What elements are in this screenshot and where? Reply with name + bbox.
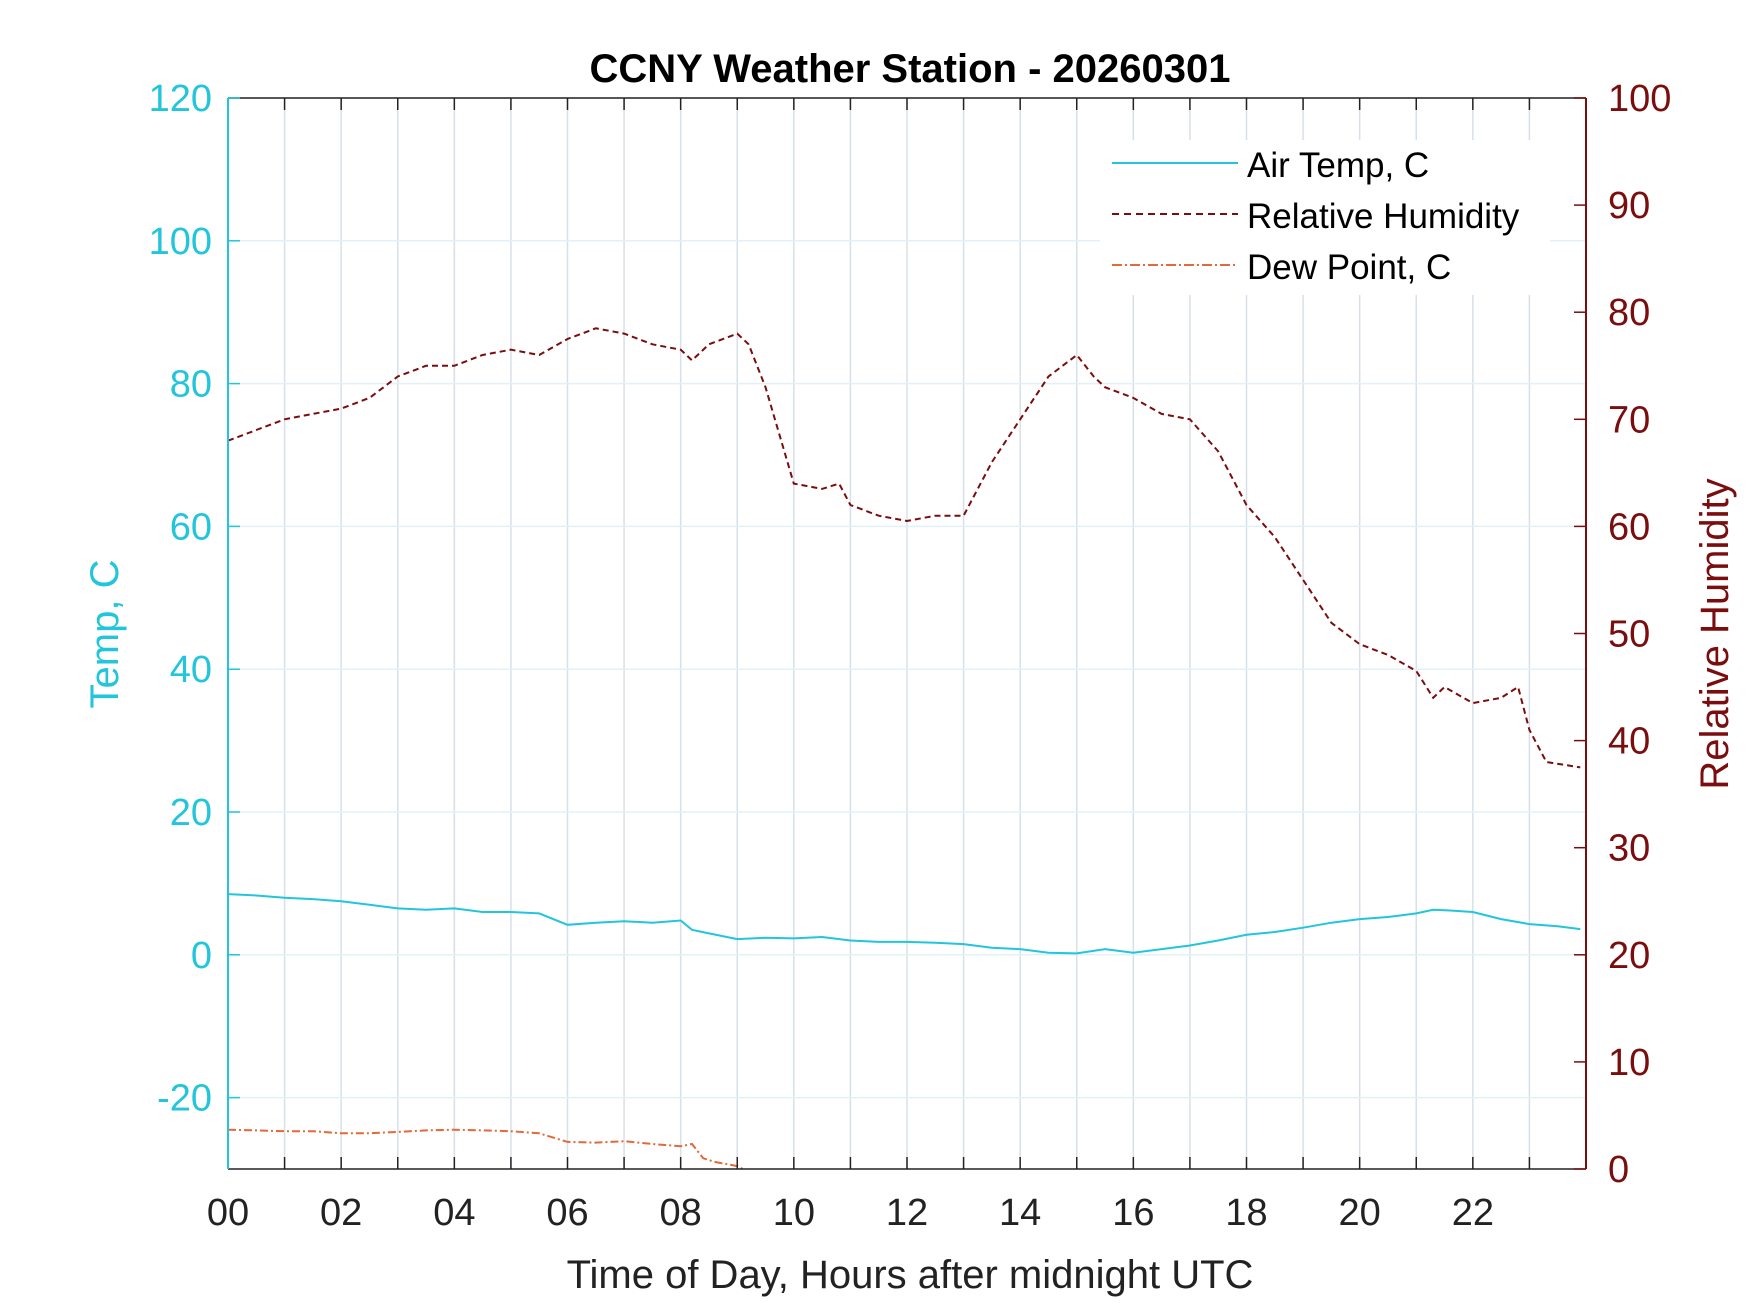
x-tick-label: 00 — [207, 1192, 249, 1234]
y-left-tick-label: 120 — [149, 78, 212, 120]
y-right-tick-label: 80 — [1608, 292, 1650, 334]
y-right-tick-label: 10 — [1608, 1042, 1650, 1084]
x-tick-label: 02 — [320, 1192, 362, 1234]
legend-label-dew-point: Dew Point, C — [1247, 248, 1451, 287]
y-right-tick-label: 40 — [1608, 721, 1650, 763]
y-left-tick-label: 40 — [170, 649, 212, 691]
y-left-tick-label: 0 — [191, 935, 212, 977]
y-right-tick-label: 50 — [1608, 614, 1650, 656]
x-axis-label: Time of Day, Hours after midnight UTC — [567, 1253, 1254, 1297]
x-tick-label: 04 — [433, 1192, 475, 1234]
y-right-tick-label: 20 — [1608, 935, 1650, 977]
x-tick-label: 10 — [773, 1192, 815, 1234]
x-tick-label: 08 — [660, 1192, 702, 1234]
air-temp-line — [228, 893, 1581, 955]
x-tick-label: 18 — [1225, 1192, 1267, 1234]
y-left-tick-label: -20 — [157, 1078, 212, 1120]
y-left-tick-label: 60 — [170, 506, 212, 548]
x-tick-label: 20 — [1339, 1192, 1381, 1234]
x-tick-label: 06 — [546, 1192, 588, 1234]
x-tick-label: 16 — [1112, 1192, 1154, 1234]
legend-label-air-temp: Air Temp, C — [1247, 146, 1429, 185]
legend-label-humidity: Relative Humidity — [1247, 197, 1520, 236]
y-left-tick-label: 20 — [170, 792, 212, 834]
y-right-tick-label: 30 — [1608, 828, 1650, 870]
y-right-tick-label: 100 — [1608, 78, 1671, 120]
x-tick-label: 14 — [999, 1192, 1041, 1234]
y-right-tick-label: 0 — [1608, 1149, 1629, 1191]
chart-title: CCNY Weather Station - 20260301 — [590, 47, 1231, 91]
y-left-tick-label: 80 — [170, 364, 212, 406]
y-axis-left-label: Temp, C — [83, 560, 127, 709]
y-right-tick-label: 90 — [1608, 185, 1650, 227]
x-tick-label: 22 — [1452, 1192, 1494, 1234]
y-right-tick-label: 60 — [1608, 506, 1650, 548]
dew-point-line — [228, 1128, 744, 1169]
y-left-tick-label: 100 — [149, 221, 212, 263]
plot-area: 00 02 04 06 08 10 12 14 16 18 20 22-200204060801001… — [149, 78, 1672, 1234]
legend-box — [1100, 140, 1550, 295]
y-axis-right-label: Relative Humidity — [1693, 478, 1737, 789]
y-right-tick-label: 70 — [1608, 399, 1650, 441]
legend: Air Temp, C Relative Humidity Dew Point,… — [1100, 140, 1550, 295]
humidity-line — [228, 327, 1581, 769]
x-tick-label: 12 — [886, 1192, 928, 1234]
